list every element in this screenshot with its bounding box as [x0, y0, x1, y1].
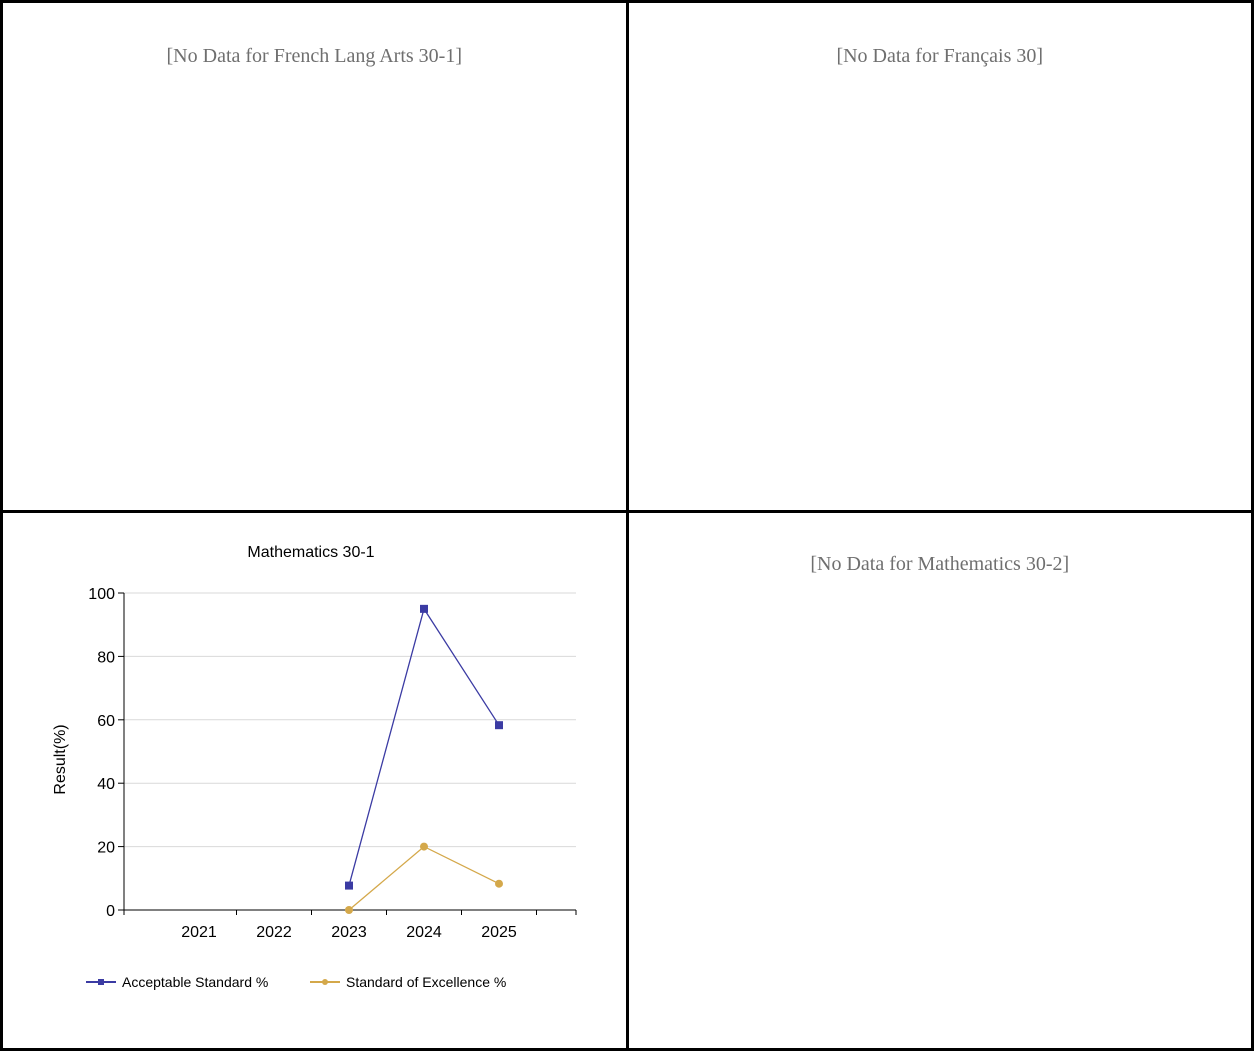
data-point [495, 721, 503, 730]
y-axis-title: Result(%) [52, 724, 69, 794]
y-tick-label: 40 [97, 776, 115, 793]
y-tick-label: 100 [88, 586, 115, 603]
data-point [345, 906, 353, 914]
x-tick-label: 2024 [406, 924, 442, 941]
legend-marker [98, 979, 104, 985]
legend-label-2: Standard of Excellence % [346, 974, 506, 990]
x-tick-label: 2025 [481, 924, 517, 941]
data-point [345, 881, 353, 890]
y-tick-label: 60 [97, 713, 115, 730]
data-point [420, 604, 428, 613]
y-tick-label: 0 [106, 903, 115, 920]
data-point [420, 842, 428, 851]
no-data-message-mathematics-30-2: [No Data for Mathematics 30-2] [810, 553, 1070, 575]
panel-francais: [No Data for Français 30] [625, 0, 1254, 513]
chart-mathematics-30-1: Mathematics 30-1 0 20 40 60 80 100 2021 2022 2023… [52, 544, 577, 990]
panel-mathematics-30-2: [No Data for Mathematics 30-2] [625, 510, 1254, 1051]
data-point [495, 879, 503, 888]
chart-title: Mathematics 30-1 [247, 544, 374, 561]
legend-marker [322, 979, 328, 985]
series-line-2 [348, 845, 500, 911]
panel-mathematics-30-1: Mathematics 30-1 0 20 40 60 80 100 2021 2022 2023… [0, 510, 629, 1051]
panel-french-lang-arts: [No Data for French Lang Arts 30-1] [0, 0, 629, 513]
legend-label-1: Acceptable Standard % [122, 974, 268, 990]
y-tick-label: 80 [97, 649, 115, 666]
no-data-message-french-lang-arts: [No Data for French Lang Arts 30-1] [166, 45, 462, 67]
y-tick-label: 20 [97, 840, 115, 857]
no-data-message-francais: [No Data for Français 30] [836, 45, 1044, 67]
x-tick-label: 2022 [256, 924, 292, 941]
x-tick-label: 2021 [181, 924, 217, 941]
x-tick-label: 2023 [331, 924, 367, 941]
